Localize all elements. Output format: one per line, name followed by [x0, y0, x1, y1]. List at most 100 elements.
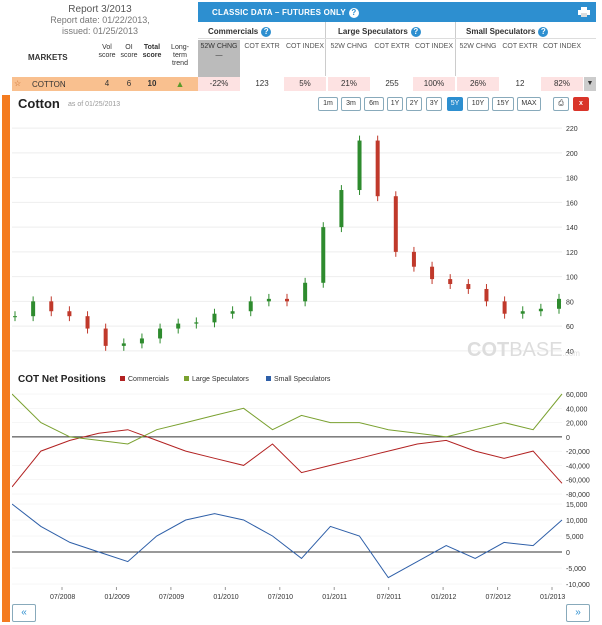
price-ytick: 100	[566, 275, 578, 282]
price-candle	[285, 298, 289, 302]
price-candle	[103, 328, 108, 346]
cot-legend: Commercials Large Speculators Small Spec…	[120, 376, 331, 383]
chart-accent-bar	[2, 95, 10, 622]
range-15y-button[interactable]: 15Y	[492, 97, 514, 111]
cot-ytick: -80,000	[566, 492, 590, 499]
col-header-small-extr[interactable]: COT EXTR	[502, 43, 538, 50]
comm-52w-value: -22%	[198, 77, 240, 91]
help-icon[interactable]: ?	[348, 8, 359, 18]
cot-ytick: -20,000	[566, 449, 590, 456]
report-title: Report 3/2013	[68, 4, 132, 15]
range-1y-button[interactable]: 1Y	[387, 97, 403, 111]
help-icon[interactable]: ?	[261, 27, 272, 37]
price-candle	[158, 328, 163, 339]
x-tick-label: 07/2009	[159, 594, 184, 601]
help-icon[interactable]: ?	[410, 27, 421, 37]
market-row-cotton[interactable]	[12, 77, 198, 91]
legend-swatch-commercials	[120, 376, 125, 381]
price-candles	[13, 135, 561, 351]
price-candle	[230, 311, 235, 314]
price-candle	[557, 298, 561, 309]
price-candle	[357, 140, 362, 191]
arrow-up-icon: ▲	[175, 79, 185, 89]
x-tick-label: 07/2011	[377, 594, 402, 601]
print-chart-icon[interactable]: ⎙	[553, 97, 569, 111]
legend-commercials: Commercials	[128, 376, 169, 383]
comm-index-value: 5%	[284, 77, 326, 91]
price-candle	[393, 196, 398, 252]
help-icon[interactable]: ?	[538, 27, 549, 37]
col-header-large-index[interactable]: COT INDEX	[415, 43, 453, 50]
oi-score-header: OI score	[120, 44, 138, 59]
next-page-button[interactable]: »	[566, 604, 590, 622]
price-ytick: 60	[566, 324, 574, 331]
range-6m-button[interactable]: 6m	[364, 97, 384, 111]
range-3m-button[interactable]: 3m	[341, 97, 361, 111]
x-tick-label: 01/2013	[540, 594, 565, 601]
cot-ytick: -60,000	[566, 478, 590, 485]
cot-ytick: 20,000	[566, 421, 588, 428]
price-candle	[303, 282, 308, 302]
small-ytick: -5,000	[566, 566, 586, 573]
price-candle	[248, 301, 253, 312]
price-candle	[538, 308, 543, 312]
range-5y-button[interactable]: 5Y	[447, 97, 463, 111]
price-candle	[448, 279, 453, 285]
col-header-comm-52w[interactable]: 52W CHNG —	[198, 40, 240, 78]
col-header-comm-index[interactable]: COT INDEX	[286, 43, 324, 50]
range-3y-button[interactable]: 3Y	[426, 97, 442, 111]
col-header-small-52w[interactable]: 52W CHNG	[459, 43, 497, 50]
col-header-comm-extr[interactable]: COT EXTR	[244, 43, 280, 50]
price-candle	[430, 266, 435, 280]
x-tick-label: 07/2008	[50, 594, 75, 601]
markets-label: MARKETS	[28, 53, 68, 62]
cot-grid: 60,000 40,000 20,000 0 -20,000 -40,000 -60,000…	[12, 392, 590, 499]
star-icon[interactable]: ☆	[14, 79, 22, 88]
range-1m-button[interactable]: 1m	[318, 97, 338, 111]
price-candle	[13, 316, 17, 318]
x-tick-label: 07/2010	[268, 594, 293, 601]
price-candle	[176, 323, 181, 329]
prev-page-button[interactable]: «	[12, 604, 36, 622]
small-ytick: 5,000	[566, 534, 584, 541]
price-candle	[139, 338, 144, 344]
small-index-value: 82%	[541, 77, 583, 91]
price-candle	[31, 301, 36, 317]
print-icon[interactable]	[578, 7, 590, 17]
range-10y-button[interactable]: 10Y	[467, 97, 489, 111]
col-header-large-52w[interactable]: 52W CHNG	[330, 43, 368, 50]
price-candle	[520, 311, 525, 314]
legend-large: Large Speculators	[192, 376, 249, 383]
scroll-down-icon[interactable]: ▼	[584, 77, 596, 91]
price-candle	[49, 301, 54, 312]
price-candle	[466, 284, 471, 289]
range-2y-button[interactable]: 2Y	[406, 97, 422, 111]
price-candle	[502, 301, 507, 314]
small-grid: 15,000 10,000 5,000 0 -5,000 -10,000	[12, 502, 590, 589]
comm-extr-value: 123	[255, 79, 269, 88]
group-commercials: Commercials?	[208, 27, 272, 37]
cot-series-line	[12, 429, 563, 488]
col-header-small-index[interactable]: COT INDEX	[543, 43, 581, 50]
legend-small: Small Speculators	[274, 376, 331, 383]
market-name[interactable]: COTTON	[32, 80, 66, 89]
chart-asof: as of 01/25/2013	[68, 101, 121, 108]
price-ytick: 180	[566, 176, 578, 183]
x-tick-label: 01/2012	[431, 594, 456, 601]
price-yticks: 40 60 80 100 120 140 160 180 200 220	[566, 126, 578, 356]
price-candle	[339, 190, 344, 228]
price-ytick: 200	[566, 151, 578, 158]
report-date: Report date: 01/22/2013,	[50, 15, 150, 25]
group-large-speculators: Large Speculators?	[338, 27, 421, 37]
price-candle	[375, 140, 380, 197]
col-header-large-extr[interactable]: COT EXTR	[374, 43, 410, 50]
small-extr-value: 12	[515, 79, 525, 88]
close-button[interactable]: x	[573, 97, 589, 111]
cot-title: COT Net Positions	[18, 374, 106, 385]
large-index-value: 100%	[413, 77, 455, 91]
small-ytick: 10,000	[566, 518, 588, 525]
divider	[325, 22, 326, 76]
range-max-button[interactable]: MAX	[517, 97, 541, 111]
small-ytick: 0	[566, 550, 570, 557]
